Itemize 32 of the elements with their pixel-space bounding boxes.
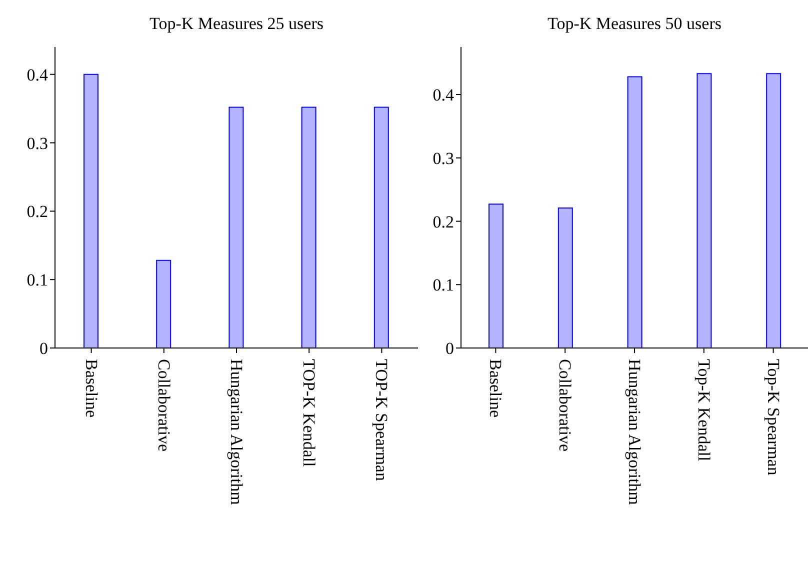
bar (558, 207, 573, 348)
bar (766, 73, 782, 348)
x-tick-label: Hungarian Algorithm (625, 359, 644, 505)
y-tick-label: 0 (40, 339, 48, 358)
x-tick-label: Top-K Spearman (764, 359, 783, 476)
y-tick-label: 0.1 (432, 276, 454, 295)
y-tick-label: 0.4 (432, 86, 454, 105)
y-tick-label: 0.3 (26, 134, 48, 153)
y-tick-label: 0.3 (432, 148, 454, 168)
bar (301, 106, 316, 348)
chart-title: Top-K Measures 25 users (148, 14, 324, 34)
bar (488, 204, 504, 348)
bar (696, 73, 712, 348)
x-tick-label: Hungarian Algorithm (227, 359, 246, 505)
chart-title: Top-K Measures 50 users (546, 14, 722, 34)
bar (156, 260, 172, 348)
x-tick-label: Baseline (82, 359, 101, 418)
y-tick-label: 0 (446, 339, 454, 358)
bar (84, 74, 98, 348)
bar (627, 76, 642, 348)
x-tick-label: TOP-K Kendall (300, 359, 319, 468)
y-tick-label: 0.2 (26, 202, 48, 222)
y-tick-label: 0.4 (26, 65, 48, 84)
x-tick-label: TOP-K Spearman (372, 359, 392, 482)
bar (374, 106, 389, 348)
x-tick-label: Collaborative (154, 359, 174, 452)
y-tick-label: 0.2 (432, 212, 454, 232)
x-tick-label: Top-K Kendall (694, 359, 714, 462)
x-tick-label: Collaborative (556, 359, 575, 452)
x-tick-label: Baseline (486, 359, 506, 418)
y-tick-label: 0.1 (26, 270, 48, 290)
bar (228, 106, 244, 348)
